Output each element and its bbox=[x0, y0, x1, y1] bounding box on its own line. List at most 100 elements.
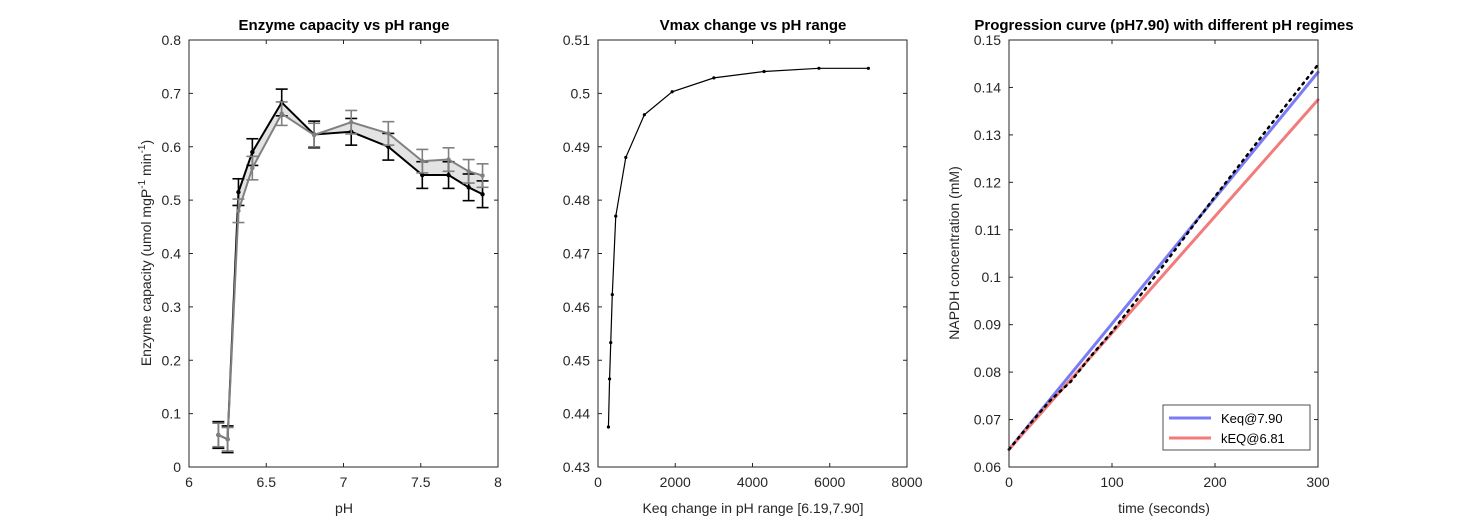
y-tick-label: 0.13 bbox=[974, 127, 1001, 143]
axes-box bbox=[188, 39, 499, 468]
y-axis-label-mid: min bbox=[138, 153, 154, 179]
data-point bbox=[606, 425, 611, 429]
x-axis-label: pH bbox=[335, 500, 353, 516]
y-tick-label: 0.46 bbox=[563, 299, 590, 315]
y-tick-label: 0.15 bbox=[974, 32, 1001, 48]
data-point bbox=[386, 131, 391, 136]
data-point bbox=[480, 173, 485, 178]
y-tick-label: 0.6 bbox=[162, 139, 182, 155]
x-tick-label: 8 bbox=[494, 474, 502, 490]
data-point bbox=[446, 157, 451, 162]
panel-progression-curve: Progression curve (pH7.90) with differen… bbox=[946, 17, 1354, 516]
tick-labels: 0 2000 4000 6000 8000 0.43 0.44 0.45 0.46 0.47 0.4… bbox=[563, 32, 923, 490]
x-tick-label: 6.5 bbox=[257, 474, 277, 490]
plot-area bbox=[606, 66, 870, 429]
x-tick-label: 200 bbox=[1203, 474, 1227, 490]
data-point bbox=[642, 113, 646, 117]
data-point bbox=[349, 119, 354, 125]
data-point bbox=[250, 165, 255, 171]
x-tick-label: 2000 bbox=[660, 474, 691, 490]
data-point bbox=[225, 437, 230, 442]
plot-area bbox=[212, 88, 489, 454]
y-tick-label: 0.43 bbox=[563, 459, 590, 475]
data-point bbox=[236, 189, 241, 195]
data-point bbox=[762, 69, 766, 74]
y-tick-label: 0.12 bbox=[974, 174, 1001, 190]
y-tick-label: 0.1 bbox=[982, 269, 1002, 285]
y-tick-label: 0.07 bbox=[974, 412, 1001, 428]
data-point bbox=[250, 149, 255, 155]
y-axis-label: Enzyme capacity (umol mgP-1 min-1) bbox=[137, 140, 154, 366]
data-point bbox=[216, 432, 221, 438]
y-tick-label: 0.8 bbox=[162, 32, 182, 48]
chart-title: Progression curve (pH7.90) with differen… bbox=[974, 17, 1353, 34]
series-line-1 bbox=[607, 67, 869, 428]
data-point bbox=[279, 111, 284, 116]
tick-labels: 6 6.5 7 7.5 8 0 0.1 0.2 0.3 0.4 0.5 0.6 0.7 0.8 bbox=[162, 32, 503, 490]
x-tick-label: 0 bbox=[594, 474, 602, 490]
plot-area bbox=[1007, 63, 1320, 451]
chart-title: Enzyme capacity vs pH range bbox=[239, 17, 450, 34]
y-tick-label: 0.06 bbox=[974, 459, 1001, 475]
y-axis-label-sup2: -1 bbox=[137, 144, 148, 153]
series-line-2 bbox=[217, 112, 484, 441]
data-point bbox=[610, 292, 614, 297]
data-point bbox=[712, 76, 716, 80]
y-tick-label: 0 bbox=[173, 459, 181, 475]
y-axis-label: NAPDH concentration (mM) bbox=[946, 166, 962, 340]
y-tick-label: 0.51 bbox=[563, 32, 590, 48]
legend-label-keq-7-90: Keq@7.90 bbox=[1221, 411, 1283, 426]
data-point bbox=[466, 185, 471, 190]
x-tick-label: 100 bbox=[1100, 474, 1124, 490]
y-tick-label: 0.44 bbox=[563, 406, 590, 422]
shaded-band bbox=[218, 102, 483, 440]
y-tick-label: 0.14 bbox=[974, 79, 1001, 95]
data-point bbox=[236, 208, 241, 213]
x-tick-label: 6000 bbox=[814, 474, 845, 490]
x-tick-label: 300 bbox=[1306, 474, 1330, 490]
y-tick-label: 0.49 bbox=[563, 139, 590, 155]
axes-box bbox=[1008, 39, 1319, 468]
y-axis-label-end: ) bbox=[138, 140, 154, 145]
x-tick-label: 4000 bbox=[737, 474, 768, 490]
y-axis-label-sup1: -1 bbox=[137, 179, 148, 188]
series-line-1 bbox=[1007, 70, 1320, 451]
panel-vmax-change: Vmax change vs pH range 0 2000 4000 6000 800… bbox=[563, 17, 923, 516]
data-point bbox=[311, 132, 317, 138]
data-point bbox=[609, 341, 613, 345]
x-tick-label: 7.5 bbox=[411, 474, 431, 490]
y-tick-label: 0.5 bbox=[571, 85, 591, 101]
legend: Keq@7.90 kEQ@6.81 bbox=[1162, 404, 1311, 451]
y-tick-label: 0.48 bbox=[563, 192, 590, 208]
y-tick-label: 0.4 bbox=[162, 246, 182, 262]
tick-labels: 0 100 200 300 0.06 0.07 0.08 0.09 0.1 0.11 0.12 0.1… bbox=[974, 32, 1330, 490]
data-point bbox=[670, 90, 674, 94]
x-tick-label: 8000 bbox=[891, 474, 922, 490]
y-axis-label-main: Enzyme capacity (umol mgP bbox=[138, 189, 154, 366]
legend-box bbox=[1162, 404, 1311, 451]
panel-enzyme-capacity: Enzyme capacity vs pH range 6 6.5 7 7.5 8 0 0.… bbox=[137, 17, 502, 516]
y-tick-label: 0.3 bbox=[162, 299, 182, 315]
data-point bbox=[607, 377, 612, 381]
x-axis-label: time (seconds) bbox=[1118, 500, 1210, 516]
data-point bbox=[466, 169, 471, 174]
x-tick-label: 7 bbox=[340, 474, 348, 490]
data-point bbox=[420, 158, 425, 164]
x-tick-label: 6 bbox=[185, 474, 193, 490]
y-tick-label: 0.45 bbox=[563, 352, 590, 368]
axes-box bbox=[597, 39, 908, 468]
y-tick-label: 0.1 bbox=[162, 406, 182, 422]
legend-label-keq-6-81: kEQ@6.81 bbox=[1221, 431, 1285, 446]
data-point bbox=[614, 214, 618, 218]
x-tick-label: 0 bbox=[1005, 474, 1013, 490]
y-tick-label: 0.7 bbox=[162, 85, 182, 101]
y-tick-label: 0.08 bbox=[974, 364, 1001, 380]
data-point bbox=[624, 155, 628, 160]
series-line-3 bbox=[1007, 63, 1320, 451]
data-point bbox=[817, 66, 821, 70]
y-tick-label: 0.11 bbox=[975, 222, 1001, 238]
y-tick-label: 0.09 bbox=[974, 317, 1001, 333]
data-point bbox=[420, 172, 425, 178]
y-tick-label: 0.2 bbox=[162, 352, 182, 368]
